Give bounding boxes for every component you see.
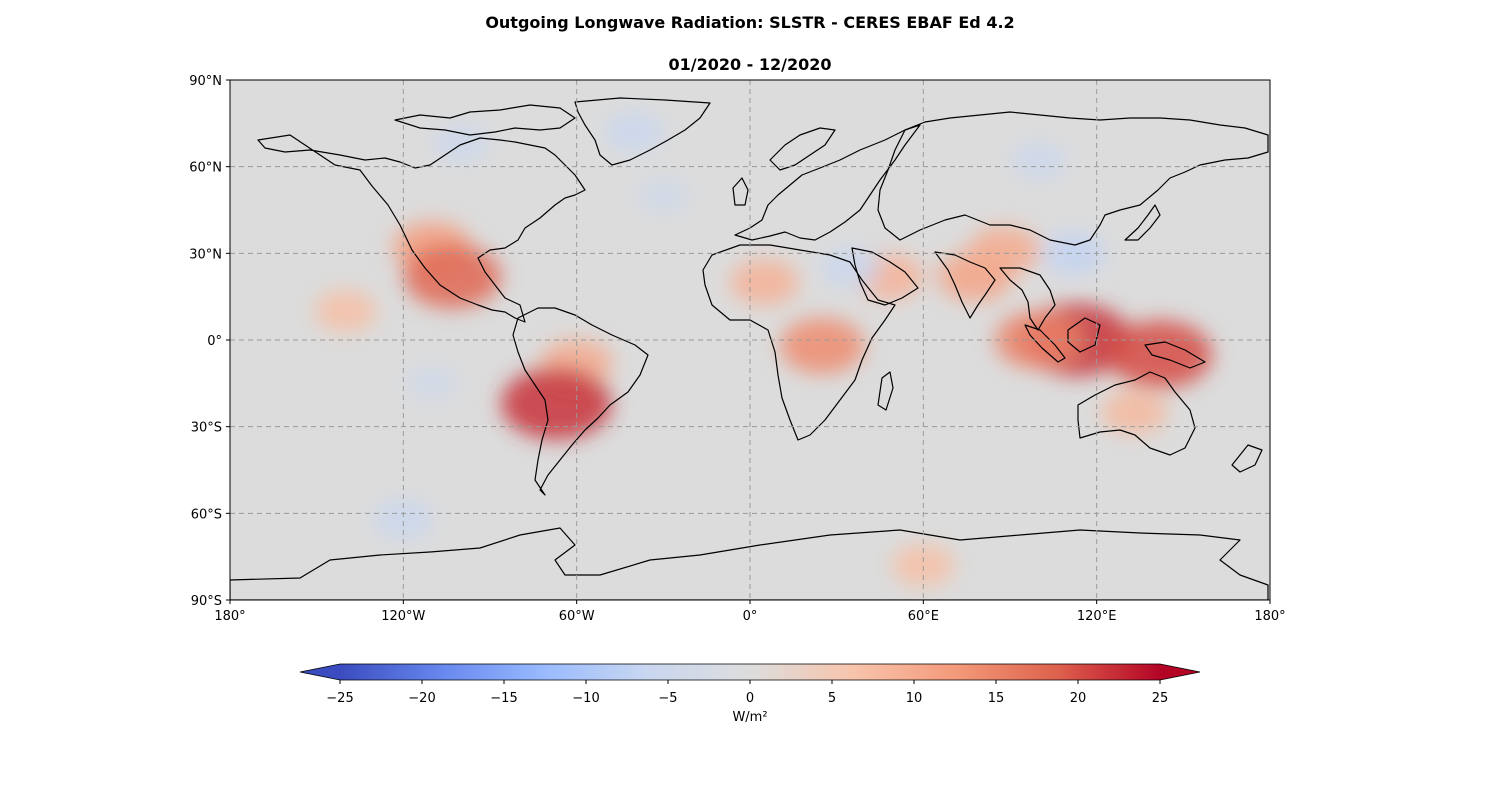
anomaly-southern-ocean [373,499,433,540]
anomaly-australia [1101,390,1168,435]
lon-tick-label: 0° [743,609,758,624]
anomaly-field [314,112,1213,587]
coastline-madagascar [877,371,894,411]
lon-tick-label: 120°E [1077,609,1117,624]
anomaly-pacific-itcz [314,290,377,333]
colorbar-extend-low [300,664,340,680]
colorbar-unit-label: W/m² [732,710,767,725]
lat-tick-label: 0° [207,334,222,349]
coastline-north-america [257,134,586,323]
coastline-borneo [1067,317,1101,353]
colorbar-tick-label: −10 [572,691,599,706]
lat-tick-label: 30°S [191,421,222,436]
colorbar-gradient [340,664,1160,680]
colorbar-ticks: −25 −20 −15 −10 −5 0 5 10 15 20 25 [326,680,1168,706]
lat-tick-label: 60°S [191,507,222,522]
colorbar-tick-label: 0 [746,691,754,706]
colorbar-tick-label: −15 [490,691,517,706]
coastline-se-asia [999,267,1056,331]
anomaly-south-pacific [405,365,459,402]
lon-tick-label: 180° [1254,609,1285,624]
map-area [230,80,1270,600]
longitude-axis: 180° 120°W 60°W 0° 60°E 120°E 180° [214,600,1286,624]
anomaly-china-east [1042,232,1105,275]
coastline-europe [734,124,921,241]
anomaly-central-africa [779,317,865,374]
lon-tick-label: 180° [214,609,245,624]
anomaly-sumatra [994,311,1083,369]
anomaly-antarctica-east [892,544,955,587]
lat-tick-label: 90°S [191,594,222,609]
colorbar-tick-label: 10 [906,691,923,706]
coastline-britain [732,177,749,206]
lat-tick-label: 90°N [189,74,222,89]
coastline-south-america [512,307,649,496]
anomaly-tibet [968,226,1041,275]
map-title: Outgoing Longwave Radiation: SLSTR - CER… [485,13,1015,32]
lon-tick-label: 120°W [381,609,425,624]
coastline-new-zealand [1231,444,1263,473]
anomaly-new-guinea [1108,320,1213,389]
lat-tick-label: 30°N [189,247,222,262]
coastline-asia [877,111,1269,246]
anomaly-siberia [1010,141,1067,180]
anomaly-mexico [403,244,502,309]
coastline-greenland [574,97,711,166]
coastline-antarctica [230,527,1269,600]
colorbar: −25 −20 −15 −10 −5 0 5 10 15 20 25 W/m² [299,663,1201,725]
coastlines [230,97,1269,600]
colorbar-tick-label: 5 [828,691,836,706]
coastline-japan [1124,204,1161,241]
colorbar-extend-high [1160,664,1200,680]
coastline-india [934,251,996,319]
map-subtitle: 01/2020 - 12/2020 [668,55,832,74]
lat-tick-label: 60°N [189,161,222,176]
coastline-new-guinea [1144,341,1206,369]
coastline-arctic-islands [394,104,576,136]
colorbar-tick-label: −20 [408,691,435,706]
anomaly-greenland [604,112,665,152]
coastline-arabia [851,247,919,306]
coastline-sumatra [1024,324,1066,363]
anomaly-sahara [730,259,799,306]
coastline-scandinavia [769,127,836,171]
anomaly-north-atlantic [636,177,690,214]
colorbar-tick-label: 20 [1070,691,1087,706]
coastline-africa [702,244,896,441]
anomaly-bolivia [501,367,612,440]
gridlines [230,80,1270,600]
colorbar-tick-label: 25 [1152,691,1169,706]
lon-tick-label: 60°W [559,609,595,624]
colorbar-tick-label: −25 [326,691,353,706]
colorbar-tick-label: −5 [658,691,677,706]
lon-tick-label: 60°E [908,609,939,624]
colorbar-outline [299,663,1201,681]
colorbar-tick-label: 15 [988,691,1005,706]
latitude-axis: 90°N 60°N 30°N 0° 30°S 60°S 90°S [189,74,230,609]
